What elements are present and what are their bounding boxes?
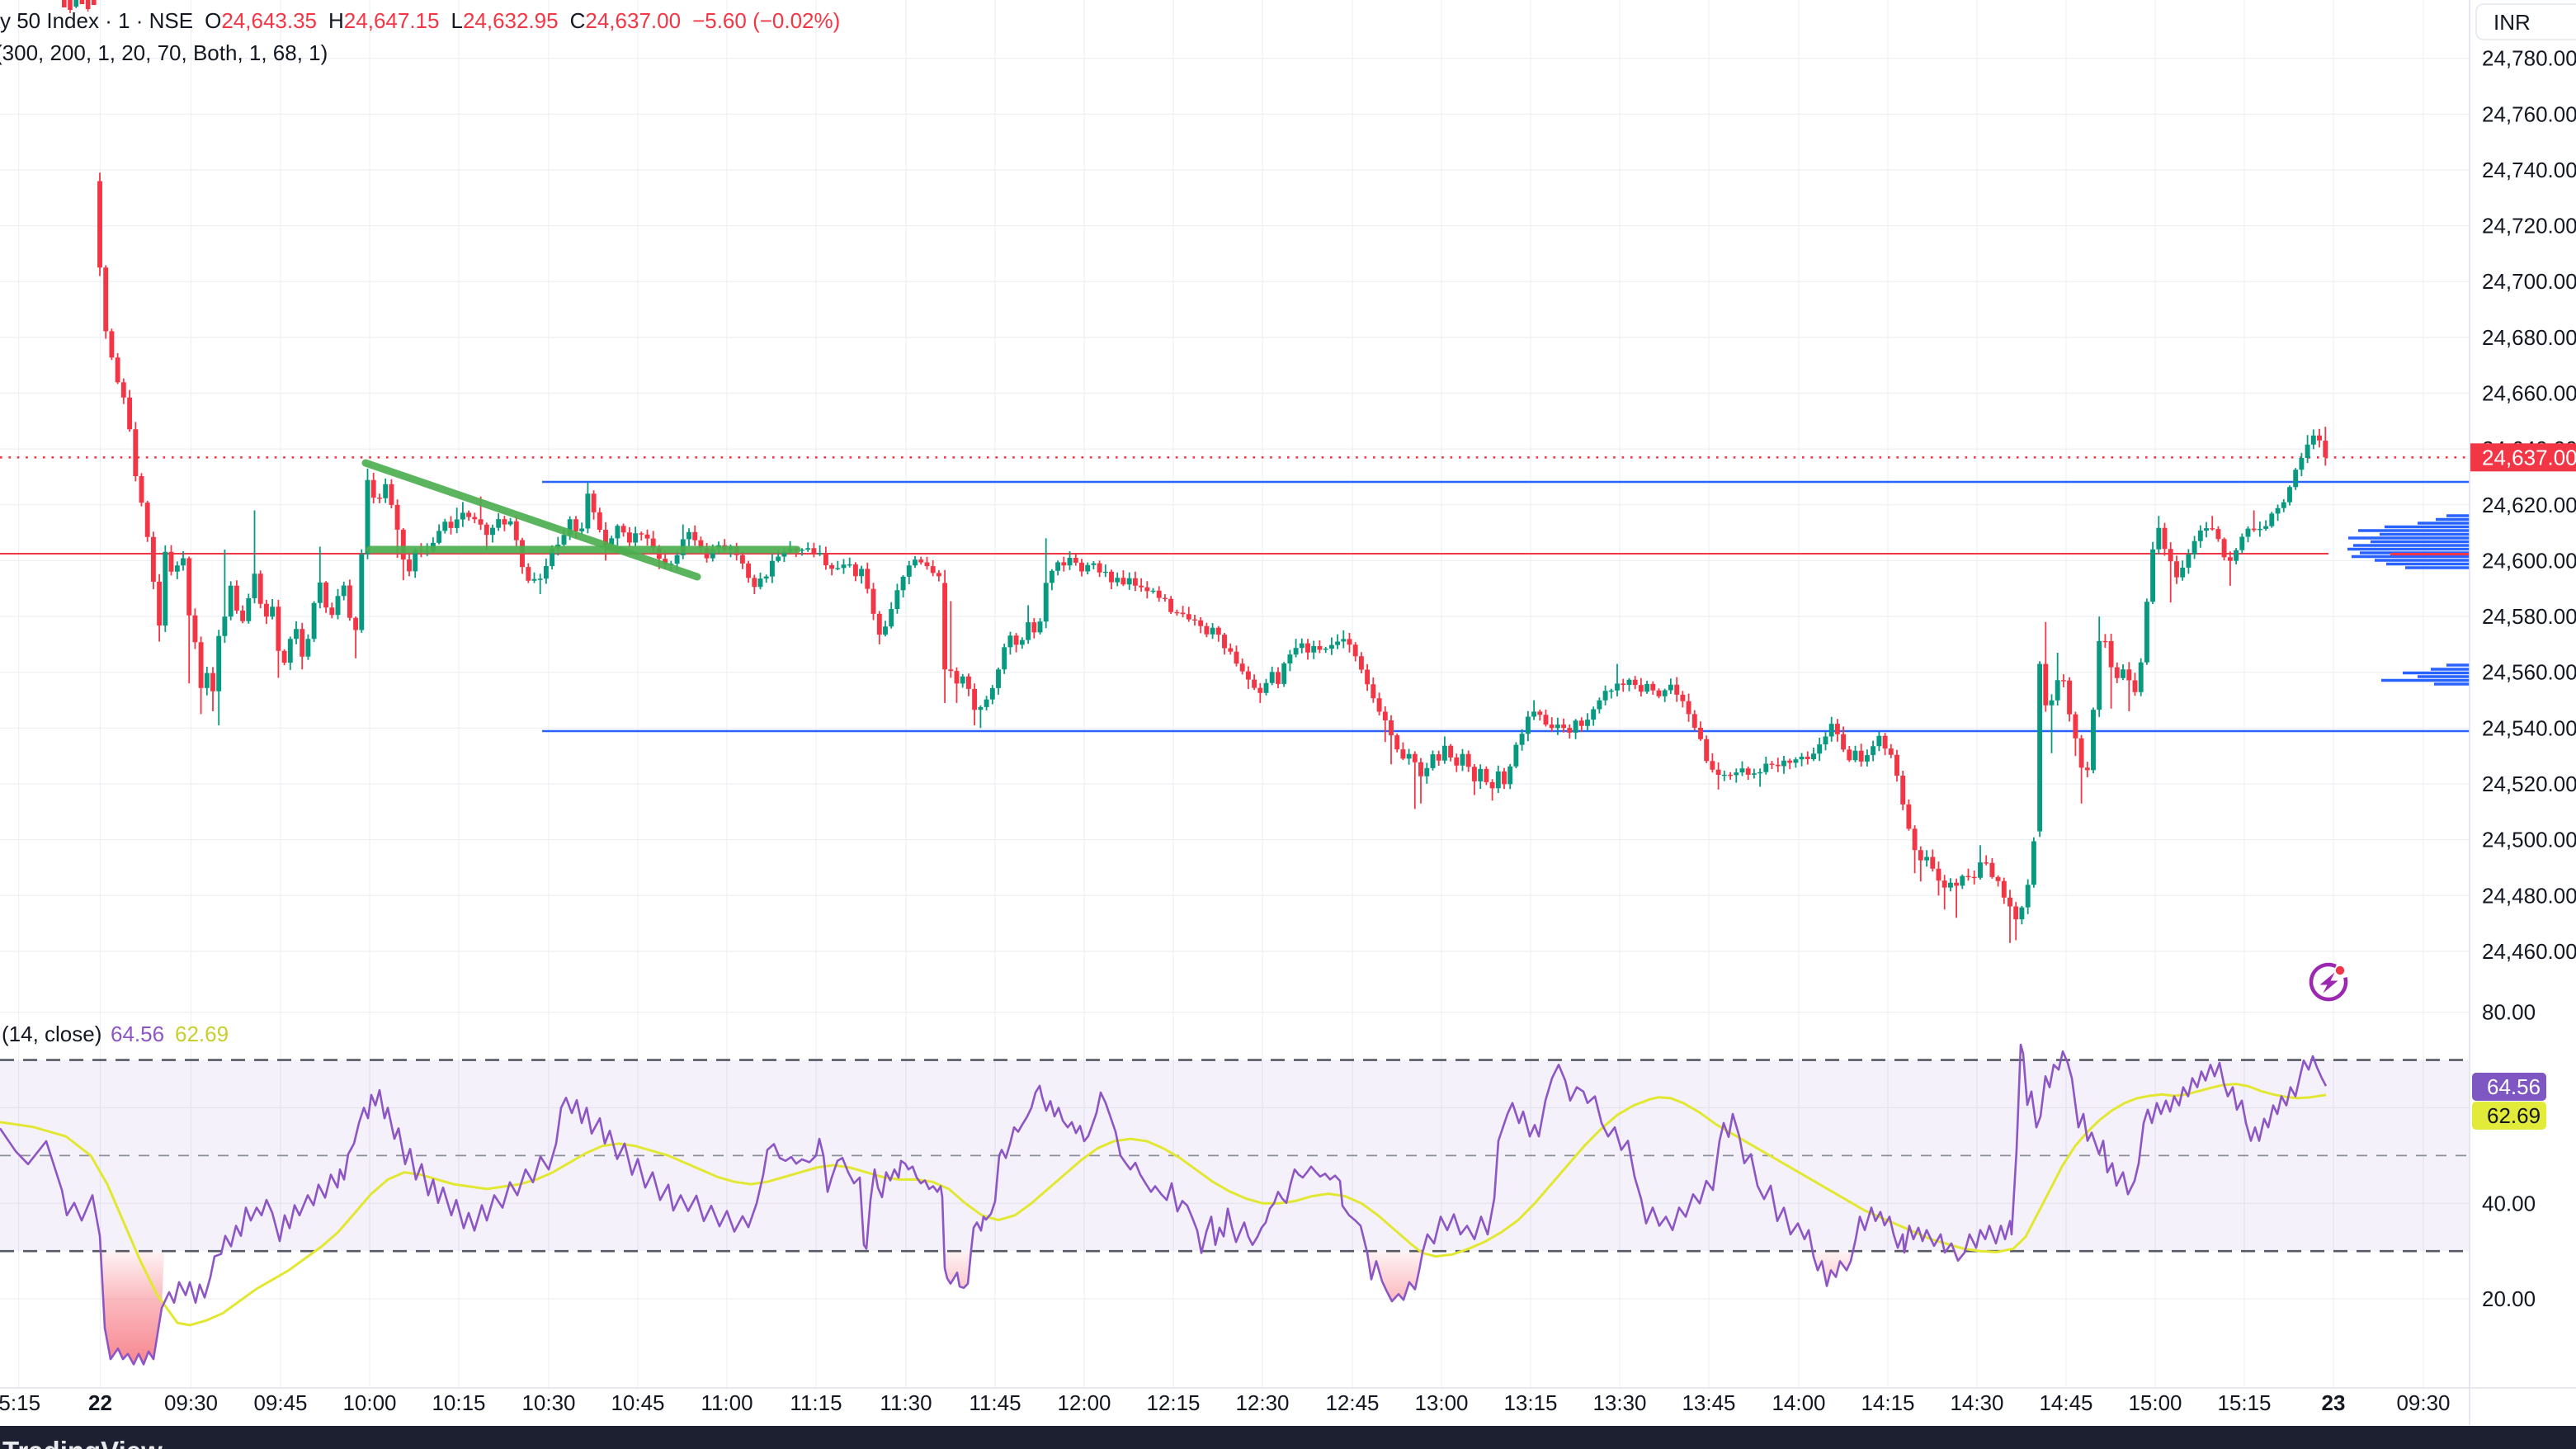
svg-text:11:15: 11:15 — [790, 1390, 842, 1415]
svg-text:09:30: 09:30 — [164, 1390, 218, 1415]
svg-text:13:00: 13:00 — [1414, 1390, 1468, 1415]
svg-text:62.69: 62.69 — [175, 1022, 229, 1046]
svg-text:24,460.00: 24,460.00 — [2482, 939, 2576, 964]
svg-text:INR: INR — [2493, 10, 2531, 35]
svg-text:15:15: 15:15 — [0, 1390, 40, 1415]
svg-text:09:30: 09:30 — [2396, 1390, 2450, 1415]
svg-text:24,620.00: 24,620.00 — [2482, 493, 2576, 517]
svg-text:12:45: 12:45 — [1325, 1390, 1379, 1415]
svg-text:12:15: 12:15 — [1146, 1390, 1200, 1415]
svg-text:24,680.00: 24,680.00 — [2482, 325, 2576, 350]
svg-text:10:45: 10:45 — [611, 1390, 664, 1415]
svg-text:24,600.00: 24,600.00 — [2482, 548, 2576, 573]
svg-text:62.69: 62.69 — [2487, 1103, 2541, 1128]
svg-text:24,780.00: 24,780.00 — [2482, 46, 2576, 71]
svg-text:20.00: 20.00 — [2482, 1286, 2536, 1311]
svg-text:(14, close): (14, close) — [2, 1022, 101, 1046]
svg-text:11:30: 11:30 — [880, 1390, 932, 1415]
svg-text:24,700.00: 24,700.00 — [2482, 269, 2576, 294]
svg-text:40.00: 40.00 — [2482, 1191, 2536, 1215]
svg-text:13:45: 13:45 — [1682, 1390, 1735, 1415]
svg-text:14:45: 14:45 — [2039, 1390, 2092, 1415]
svg-text:80.00: 80.00 — [2482, 1000, 2536, 1025]
svg-text:24,480.00: 24,480.00 — [2482, 883, 2576, 908]
svg-text:11:00: 11:00 — [701, 1390, 753, 1415]
svg-text:24,760.00: 24,760.00 — [2482, 101, 2576, 126]
svg-text:15:00: 15:00 — [2128, 1390, 2182, 1415]
svg-text:24,500.00: 24,500.00 — [2482, 828, 2576, 852]
svg-text:24,580.00: 24,580.00 — [2482, 604, 2576, 629]
svg-text:24,660.00: 24,660.00 — [2482, 381, 2576, 406]
svg-text:22: 22 — [88, 1390, 112, 1415]
svg-text:10:15: 10:15 — [432, 1390, 485, 1415]
svg-text:24,560.00: 24,560.00 — [2482, 660, 2576, 685]
svg-text:(300, 200, 1, 20, 70, Both, 1,: (300, 200, 1, 20, 70, Both, 1, 68, 1) — [0, 40, 328, 65]
svg-text:12:30: 12:30 — [1235, 1390, 1289, 1415]
svg-text:10:00: 10:00 — [342, 1390, 396, 1415]
svg-text:24,520.00: 24,520.00 — [2482, 772, 2576, 796]
svg-text:24,720.00: 24,720.00 — [2482, 214, 2576, 238]
svg-text:14:00: 14:00 — [1772, 1390, 1825, 1415]
svg-text:13:30: 13:30 — [1592, 1390, 1646, 1415]
svg-text:TradingView: TradingView — [2, 1436, 163, 1449]
svg-text:23: 23 — [2322, 1390, 2346, 1415]
svg-text:24,637.00: 24,637.00 — [2482, 445, 2576, 470]
svg-text:64.56: 64.56 — [111, 1022, 164, 1046]
svg-text:15:15: 15:15 — [2217, 1390, 2271, 1415]
svg-text:11:45: 11:45 — [969, 1390, 1021, 1415]
svg-text:14:15: 14:15 — [1861, 1390, 1914, 1415]
svg-text:24,540.00: 24,540.00 — [2482, 715, 2576, 740]
svg-text:10:30: 10:30 — [521, 1390, 575, 1415]
svg-text:13:15: 13:15 — [1503, 1390, 1557, 1415]
svg-text:12:00: 12:00 — [1057, 1390, 1111, 1415]
svg-text:09:45: 09:45 — [253, 1390, 307, 1415]
svg-text:14:30: 14:30 — [1950, 1390, 2003, 1415]
svg-text:24,740.00: 24,740.00 — [2482, 158, 2576, 182]
svg-text:64.56: 64.56 — [2487, 1074, 2541, 1099]
